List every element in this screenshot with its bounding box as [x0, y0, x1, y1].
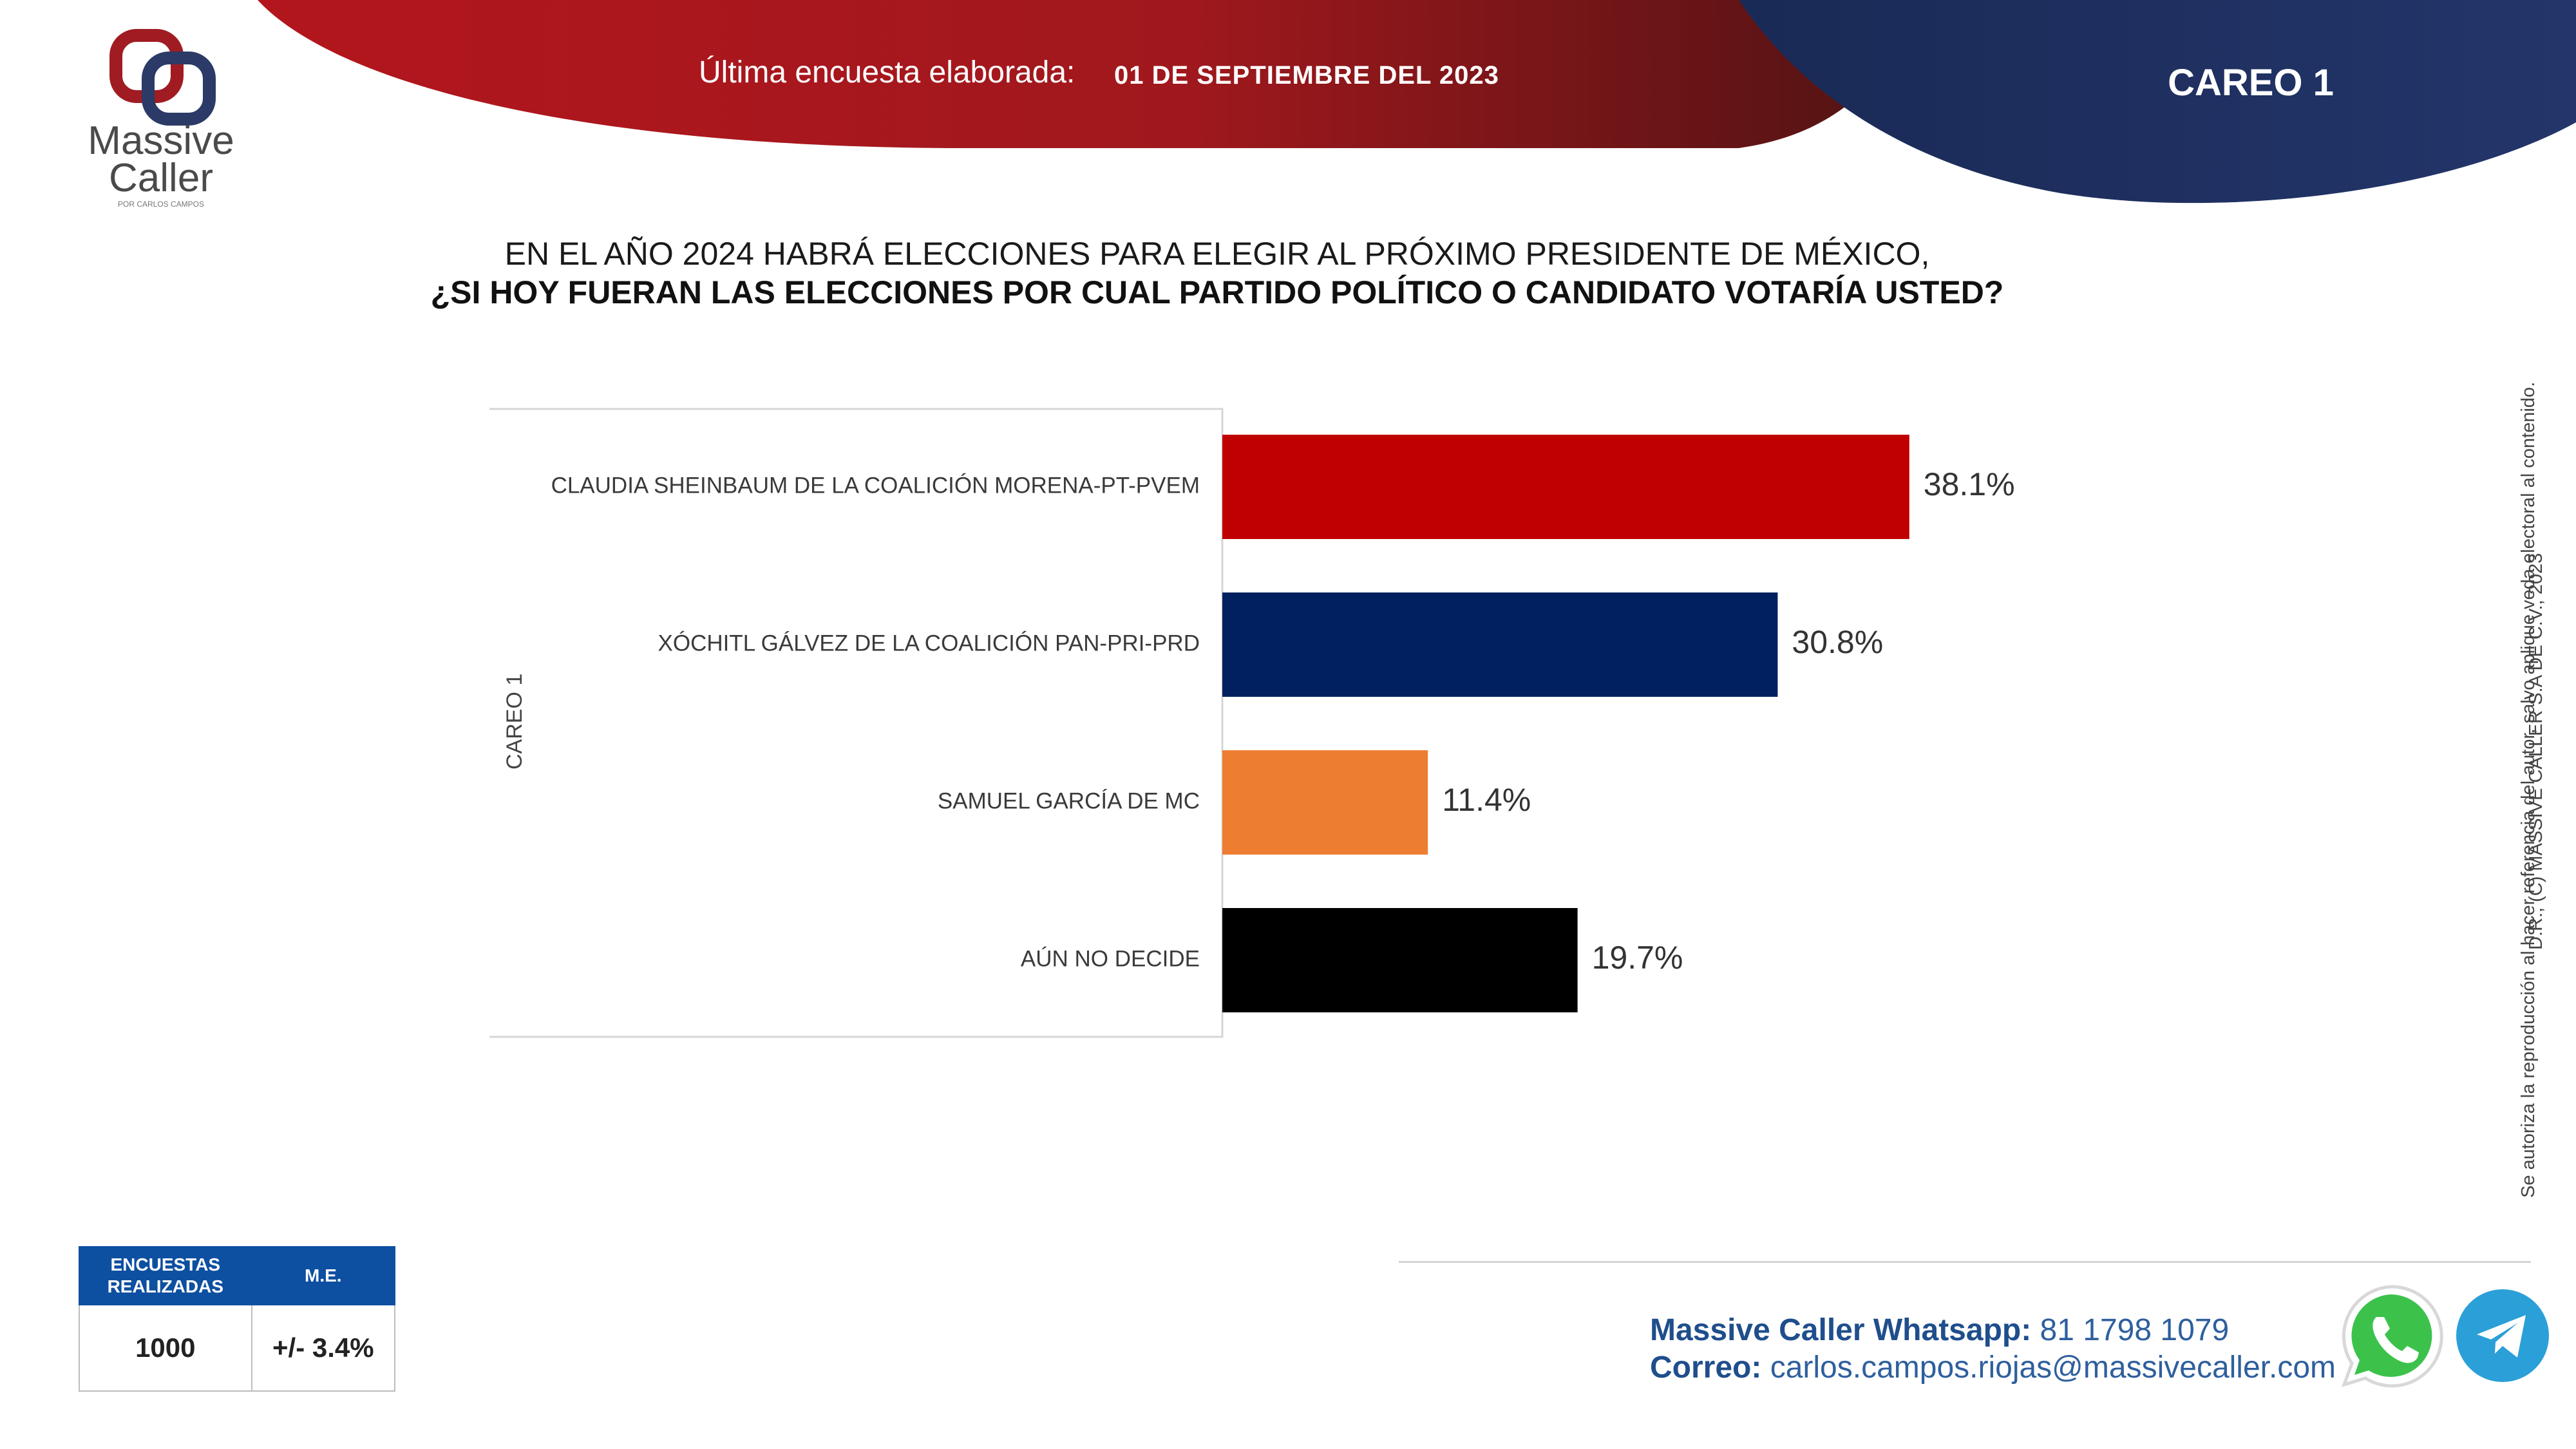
- whatsapp-label: Massive Caller Whatsapp:: [1650, 1313, 2032, 1347]
- value-label-0: 38.1%: [1924, 466, 2015, 502]
- value-label-3: 19.7%: [1592, 940, 1683, 976]
- footer-divider: [1399, 1261, 2531, 1263]
- whatsapp-number[interactable]: 81 1798 1079: [2040, 1313, 2230, 1347]
- stats-header-surveys: ENCUESTAS REALIZADAS: [79, 1246, 252, 1305]
- brand-name-line1: Massive: [88, 118, 234, 163]
- value-label-2: 11.4%: [1442, 782, 1531, 818]
- survey-date: 01 DE SEPTIEMBRE DEL 2023: [1114, 61, 1499, 90]
- whatsapp-icon[interactable]: [2336, 1282, 2446, 1391]
- brand-logo: Massive Caller POR CARLOS CAMPOS: [77, 29, 245, 209]
- category-label-3: AÚN NO DECIDE: [1021, 946, 1200, 971]
- bar-0: [1222, 435, 1909, 539]
- logo-mark-icon: [109, 29, 216, 126]
- legal-reproduction-note: Se autoriza la reproducción al hacer ref…: [2518, 381, 2539, 1198]
- careo-title: CAREO 1: [2168, 62, 2334, 104]
- stats-value-row: 1000 +/- 3.4%: [79, 1304, 396, 1392]
- category-label-2: SAMUEL GARCÍA DE MC: [938, 788, 1200, 813]
- stats-header-surveys-line1: ENCUESTAS: [110, 1255, 221, 1274]
- question-line1: EN EL AÑO 2024 HABRÁ ELECCIONES PARA ELE…: [504, 236, 1930, 272]
- stats-header-row: ENCUESTAS REALIZADAS M.E.: [79, 1246, 396, 1305]
- contact-email: Correo: carlos.campos.riojas@massivecall…: [1650, 1350, 2336, 1385]
- bar-3: [1222, 908, 1578, 1012]
- category-label-1: XÓCHITL GÁLVEZ DE LA COALICIÓN PAN-PRI-P…: [658, 630, 1200, 656]
- bar-2: [1222, 750, 1428, 855]
- bar-1: [1222, 592, 1778, 697]
- survey-label: Última encuesta elaborada:: [699, 55, 1075, 90]
- brand-name: Massive Caller: [77, 118, 245, 200]
- stats-surveys-value: 1000: [79, 1304, 252, 1392]
- brand-tagline: POR CARLOS CAMPOS: [117, 200, 205, 209]
- contact-whatsapp: Massive Caller Whatsapp: 81 1798 1079: [1650, 1312, 2229, 1348]
- stats-header-margin: M.E.: [251, 1246, 396, 1305]
- value-label-1: 30.8%: [1792, 624, 1883, 660]
- stats-margin-value: +/- 3.4%: [251, 1304, 396, 1392]
- telegram-icon[interactable]: [2455, 1288, 2550, 1383]
- brand-name-line2: Caller: [109, 156, 213, 200]
- chart-frame: [489, 408, 1224, 1038]
- question-line2: ¿SI HOY FUERAN LAS ELECCIONES POR CUAL P…: [430, 274, 2004, 310]
- header-navy-arc: [1739, 0, 2576, 204]
- category-label-0: CLAUDIA SHEINBAUM DE LA COALICIÓN MORENA…: [551, 473, 1200, 498]
- survey-stats-table: ENCUESTAS REALIZADAS M.E. 1000 +/- 3.4%: [79, 1246, 396, 1392]
- bar-chart: CLAUDIA SHEINBAUM DE LA COALICIÓN MORENA…: [489, 408, 2015, 1038]
- stats-header-surveys-line2: REALIZADAS: [107, 1276, 224, 1296]
- chart-group-label: CAREO 1: [502, 673, 527, 770]
- email-value[interactable]: carlos.campos.riojas@massivecaller.com: [1770, 1350, 2336, 1385]
- header-banner: [258, 0, 2576, 204]
- header-red-wave: [258, 0, 1932, 148]
- email-label: Correo:: [1650, 1350, 1762, 1385]
